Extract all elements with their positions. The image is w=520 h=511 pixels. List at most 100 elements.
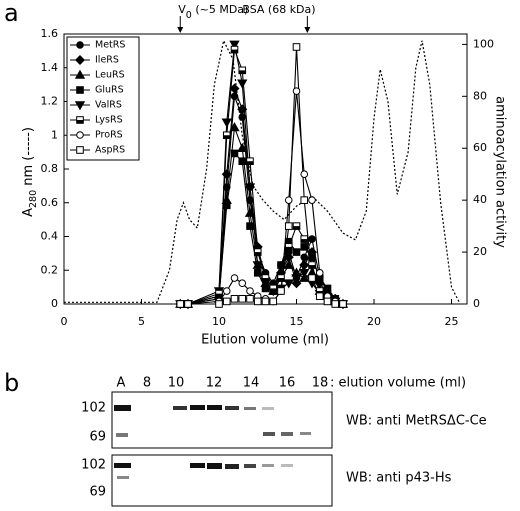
band xyxy=(300,432,311,435)
marker xyxy=(74,54,86,66)
band xyxy=(173,406,187,410)
marker xyxy=(292,248,301,256)
band xyxy=(244,464,256,468)
marker xyxy=(237,104,248,115)
legend-label: ValRS xyxy=(95,100,122,111)
y-tick-label: 0.2 xyxy=(41,263,59,276)
marker xyxy=(76,146,84,154)
marker xyxy=(283,259,294,269)
y-axis-label: A280 nm (-----) xyxy=(21,127,40,217)
y-tick-label: 1.6 xyxy=(41,27,59,40)
mw-marker: 102 xyxy=(81,458,106,473)
legend-label: IleRS xyxy=(95,55,119,66)
annotation-main: BSA (68 kDa) xyxy=(242,3,315,16)
band xyxy=(190,463,205,468)
band xyxy=(281,464,293,467)
marker xyxy=(323,297,332,306)
marker xyxy=(74,101,86,111)
x-tick-label: 15 xyxy=(290,315,304,328)
lane-label: A xyxy=(117,376,126,391)
marker xyxy=(246,196,254,204)
legend-label: LysRS xyxy=(95,115,123,126)
marker xyxy=(315,269,324,277)
blot-label: WB: anti p43-Hs xyxy=(346,471,452,486)
marker xyxy=(253,297,262,306)
marker-half xyxy=(246,161,254,165)
marker xyxy=(237,79,248,89)
band xyxy=(190,405,205,410)
marker xyxy=(252,261,263,271)
marker xyxy=(308,274,316,282)
marker xyxy=(284,222,293,230)
marker-half xyxy=(238,70,246,74)
marker xyxy=(222,297,231,306)
marker xyxy=(300,196,309,204)
marker xyxy=(76,41,84,49)
marker xyxy=(315,292,324,301)
y2-tick-label: 40 xyxy=(473,193,487,206)
marker-half xyxy=(254,252,262,256)
legend-label: MetRS xyxy=(95,40,125,51)
marker xyxy=(222,287,231,295)
marker xyxy=(299,269,310,279)
annotation: V0 (~5 MDa) xyxy=(178,3,248,21)
marker xyxy=(74,69,86,79)
y2-tick-label: 100 xyxy=(473,37,494,50)
marker xyxy=(277,287,285,295)
marker xyxy=(230,295,239,303)
blot-frame xyxy=(111,391,333,449)
marker xyxy=(244,207,256,217)
blot-frame xyxy=(111,454,333,507)
y-label-main: A xyxy=(21,208,36,217)
lane-label: 12 xyxy=(206,376,223,391)
x-tick-label: 0 xyxy=(61,315,68,328)
annotation-main: V xyxy=(178,3,186,16)
band xyxy=(207,405,222,410)
band xyxy=(281,432,293,436)
y2-tick-label: 20 xyxy=(473,245,487,258)
mw-marker: 69 xyxy=(89,430,106,445)
blot-label: WB: anti MetRSΔC-Ce xyxy=(346,414,487,429)
mw-marker: 102 xyxy=(81,401,106,416)
marker xyxy=(222,183,231,191)
annotation-sub: 0 xyxy=(186,10,192,21)
band xyxy=(225,464,239,469)
marker-half xyxy=(231,49,238,53)
band xyxy=(114,463,131,468)
y-tick-label: 1.2 xyxy=(41,95,59,108)
marker xyxy=(339,300,347,308)
marker-half xyxy=(300,239,308,243)
marker xyxy=(299,260,310,271)
band xyxy=(117,476,129,479)
marker xyxy=(261,297,270,306)
y2-tick-label: 0 xyxy=(473,297,480,310)
absorbance-line xyxy=(64,38,460,303)
y2-tick-label: 80 xyxy=(473,89,487,102)
marker-half xyxy=(293,226,300,230)
marker-half xyxy=(215,293,223,297)
marker-half xyxy=(262,278,269,282)
marker xyxy=(331,300,340,308)
marker xyxy=(323,284,332,293)
y-label-rest: nm (-----) xyxy=(21,127,36,190)
marker xyxy=(246,222,254,230)
marker xyxy=(283,279,294,289)
marker xyxy=(76,131,84,139)
lane-label: 14 xyxy=(243,376,260,391)
x-tick-label: 10 xyxy=(212,315,226,328)
x-tick-label: 5 xyxy=(138,315,145,328)
marker-half xyxy=(223,135,231,139)
marker xyxy=(308,235,316,243)
marker xyxy=(221,118,232,128)
marker xyxy=(184,300,192,308)
band xyxy=(262,464,274,467)
marker xyxy=(269,297,278,306)
marker xyxy=(229,122,240,132)
marker xyxy=(284,196,293,204)
band xyxy=(116,433,128,437)
marker xyxy=(246,295,254,303)
x-tick-label: 25 xyxy=(445,315,459,328)
marker xyxy=(300,253,309,262)
legend-label: ProRS xyxy=(95,130,123,141)
